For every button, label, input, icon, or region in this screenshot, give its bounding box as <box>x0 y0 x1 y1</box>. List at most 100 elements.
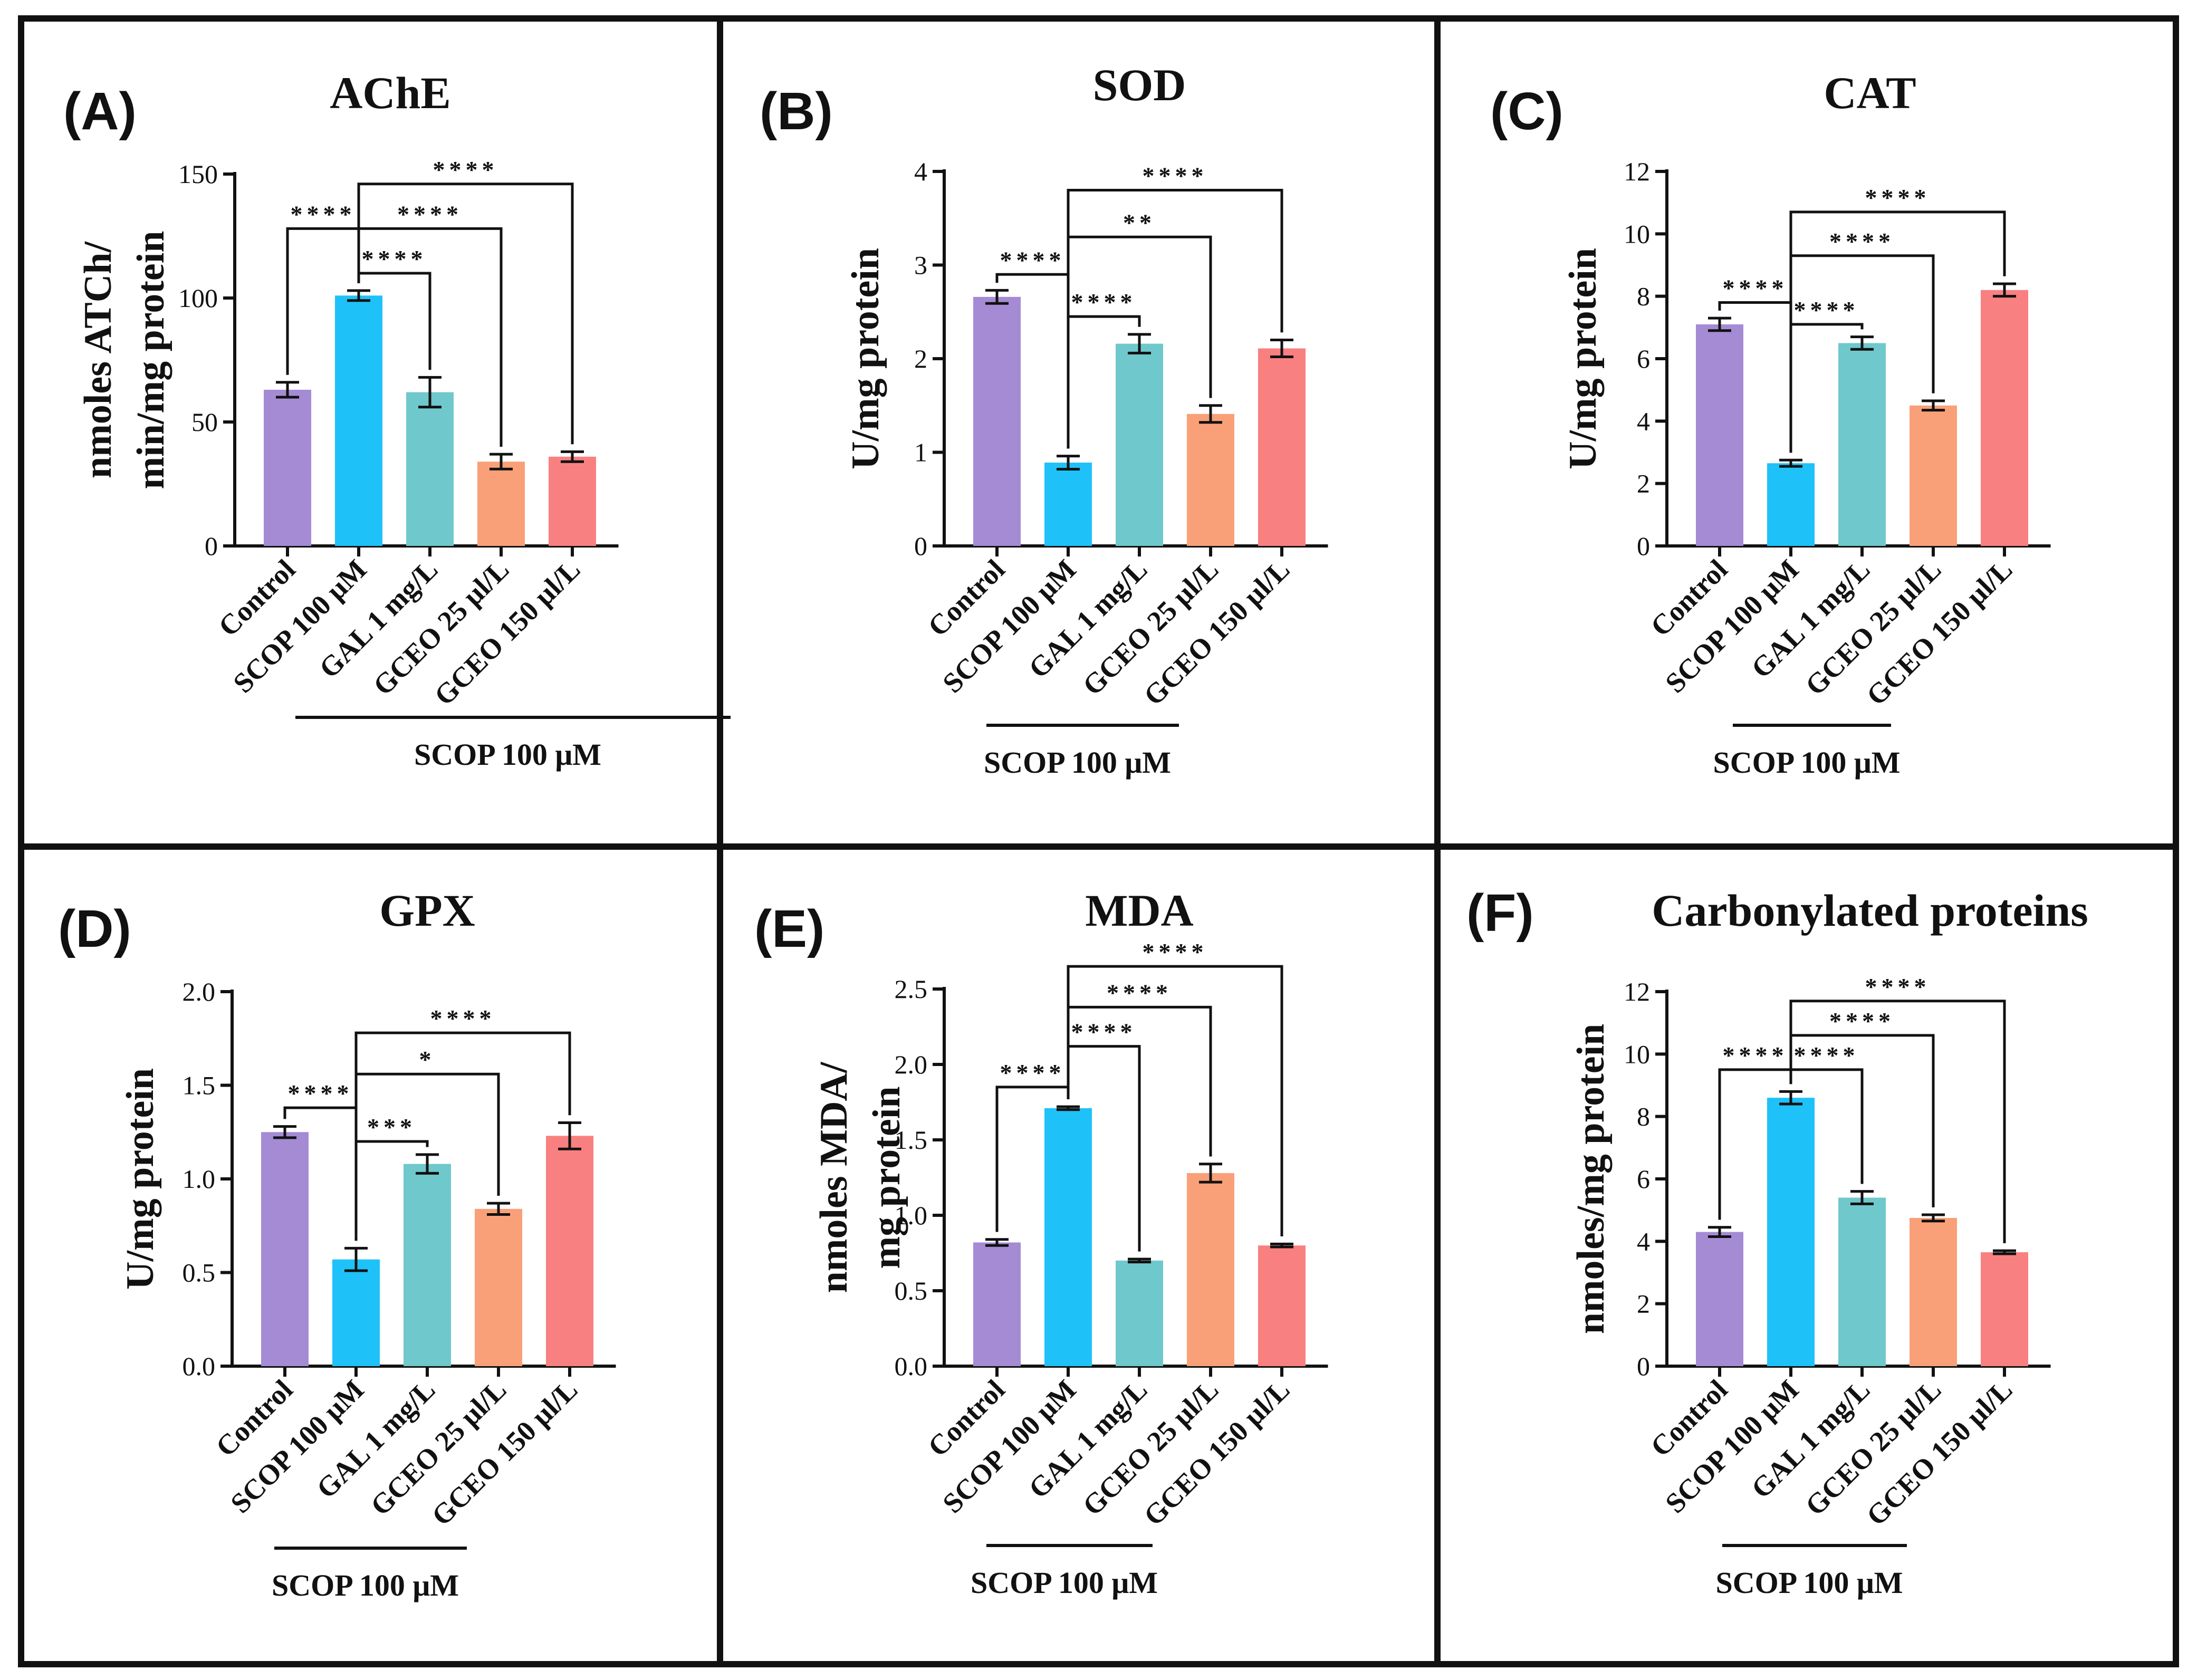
significance-label: **** <box>397 200 463 227</box>
significance-label: **** <box>1143 938 1208 965</box>
y-tick-label: 0.0 <box>183 1351 216 1381</box>
panel-letter: (B) <box>760 82 833 141</box>
significance-label: **** <box>362 245 427 272</box>
chart-panel-1: (A) AChE nmoles ATCh/min/mg protein 0 50 100 1… <box>63 68 731 772</box>
y-tick-label: 1.0 <box>895 1201 928 1230</box>
significance-label: **** <box>1143 162 1208 189</box>
chart-title: SOD <box>1093 60 1186 110</box>
y-axis-label-line: nmoles MDA/ <box>812 1061 856 1293</box>
y-tick-label: 2.5 <box>895 974 928 1004</box>
y-tick-label: 2.0 <box>183 977 216 1006</box>
significance-label: **** <box>1723 275 1788 302</box>
bar-control <box>264 389 311 546</box>
chart-panel-5: (E) MDA nmoles MDA/mg protein 0.0 0.5 1.0 1.5 2… <box>754 885 1328 1600</box>
bar-gal <box>1838 343 1886 546</box>
panel-letter: (E) <box>754 899 824 958</box>
significance-label: **** <box>1794 1042 1859 1069</box>
y-tick-label: 2 <box>1637 1289 1650 1319</box>
y-tick-label: 3 <box>914 251 927 280</box>
bar-gceo25 <box>1910 1217 1957 1366</box>
chart-title: AChE <box>330 68 450 118</box>
bar-control <box>973 296 1021 546</box>
bar-gal <box>406 392 454 546</box>
chart-title: CAT <box>1824 68 1916 118</box>
significance-label: **** <box>1071 1019 1137 1045</box>
bar-gal <box>1116 1260 1163 1366</box>
bar-scop <box>332 1259 380 1366</box>
y-axis-label-line: min/mg protein <box>129 231 172 489</box>
y-tick-label: 2 <box>1637 469 1650 498</box>
bar-gceo150 <box>546 1136 593 1366</box>
y-tick-label: 8 <box>1637 282 1650 311</box>
y-axis-label-line: nmoles ATCh/ <box>76 241 120 478</box>
bar-gceo25 <box>1187 414 1234 546</box>
significance-label: *** <box>367 1113 416 1140</box>
y-tick-label: 8 <box>1637 1102 1650 1131</box>
bar-gceo150 <box>1258 1245 1306 1366</box>
significance-bracket <box>357 183 574 445</box>
y-tick-label: 1.5 <box>183 1071 216 1100</box>
y-axis-label: U/mg protein <box>844 248 887 469</box>
bar-scop <box>1767 463 1815 546</box>
significance-label: **** <box>1107 979 1172 1006</box>
panel-frame <box>18 15 2179 1667</box>
significance-label: **** <box>1829 228 1895 255</box>
y-tick-label: 6 <box>1637 344 1650 373</box>
significance-bracket <box>1067 965 1283 1237</box>
group-label: SCOP 100 μM <box>272 1568 459 1602</box>
y-axis-label: nmoles/mg protein <box>1569 1024 1613 1335</box>
significance-label: **** <box>1000 246 1066 273</box>
bar-scop <box>1767 1098 1815 1366</box>
bar-scop <box>1044 1108 1092 1366</box>
y-axis-label-line: U/mg protein <box>1561 248 1605 469</box>
y-axis-label-line: U/mg protein <box>844 248 887 469</box>
bar-control <box>1696 1232 1743 1366</box>
significance-label: **** <box>1865 184 1931 211</box>
y-tick-label: 50 <box>191 407 218 437</box>
y-tick-label: 0.5 <box>895 1276 928 1305</box>
y-tick-label: 4 <box>914 157 927 186</box>
y-tick-label: 10 <box>1624 219 1650 248</box>
bar-gceo25 <box>1187 1173 1234 1366</box>
significance-label: * <box>419 1046 436 1073</box>
y-axis-label: nmoles ATCh/min/mg protein <box>76 231 172 489</box>
significance-label: **** <box>288 1080 353 1107</box>
group-label: SCOP 100 μM <box>1715 1566 1903 1600</box>
y-tick-label: 0 <box>1637 1351 1650 1381</box>
y-axis-label-line: nmoles/mg protein <box>1569 1024 1613 1335</box>
y-tick-label: 10 <box>1624 1039 1650 1069</box>
bar-gceo150 <box>1981 1252 2028 1366</box>
bar-gceo150 <box>1258 348 1306 546</box>
significance-label: **** <box>433 156 498 183</box>
bar-gal <box>404 1164 451 1366</box>
y-tick-label: 4 <box>1637 1226 1650 1256</box>
bar-gceo25 <box>475 1208 522 1366</box>
y-axis-label-line: U/mg protein <box>119 1068 162 1290</box>
y-tick-label: 0.5 <box>183 1258 216 1288</box>
y-tick-label: 150 <box>178 159 218 189</box>
y-tick-label: 1.0 <box>183 1164 216 1194</box>
significance-bracket <box>1789 210 2006 453</box>
panel-letter: (C) <box>1490 82 1563 141</box>
bar-gal <box>1838 1197 1886 1366</box>
panel-letter: (D) <box>58 899 131 958</box>
chart-title: GPX <box>379 885 475 936</box>
y-axis-label-line: mg protein <box>865 1086 908 1269</box>
y-tick-label: 0 <box>1637 531 1650 561</box>
significance-label: **** <box>1071 289 1137 315</box>
y-tick-label: 0 <box>205 531 218 561</box>
bar-gceo150 <box>549 456 596 546</box>
y-tick-label: 2.0 <box>895 1050 928 1079</box>
y-tick-label: 6 <box>1637 1164 1650 1194</box>
outer-border <box>18 15 2179 1667</box>
significance-label: **** <box>430 1005 496 1032</box>
group-label: SCOP 100 μM <box>1713 745 1900 780</box>
significance-label: **** <box>1865 973 1931 1000</box>
significance-label: **** <box>1794 296 1859 323</box>
significance-label: **** <box>1829 1007 1895 1034</box>
significance-bracket <box>1789 1000 2006 1243</box>
y-tick-label: 100 <box>178 283 218 313</box>
bar-gal <box>1116 343 1163 546</box>
